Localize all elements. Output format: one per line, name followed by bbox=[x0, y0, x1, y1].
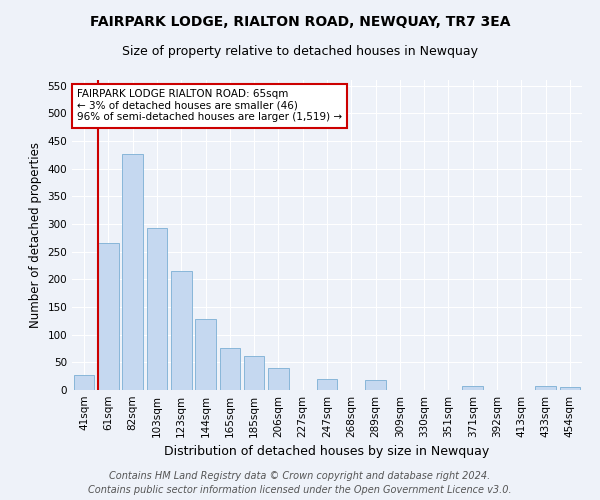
Text: FAIRPARK LODGE RIALTON ROAD: 65sqm
← 3% of detached houses are smaller (46)
96% : FAIRPARK LODGE RIALTON ROAD: 65sqm ← 3% … bbox=[77, 90, 342, 122]
X-axis label: Distribution of detached houses by size in Newquay: Distribution of detached houses by size … bbox=[164, 446, 490, 458]
Text: Contains HM Land Registry data © Crown copyright and database right 2024.
Contai: Contains HM Land Registry data © Crown c… bbox=[88, 471, 512, 495]
Bar bbox=[463, 386, 483, 390]
Bar bbox=[560, 387, 580, 390]
Bar bbox=[317, 379, 337, 390]
Bar bbox=[365, 380, 386, 390]
Text: Size of property relative to detached houses in Newquay: Size of property relative to detached ho… bbox=[122, 45, 478, 58]
Text: FAIRPARK LODGE, RIALTON ROAD, NEWQUAY, TR7 3EA: FAIRPARK LODGE, RIALTON ROAD, NEWQUAY, T… bbox=[90, 15, 510, 29]
Bar bbox=[74, 375, 94, 390]
Bar bbox=[268, 368, 289, 390]
Bar bbox=[171, 271, 191, 390]
Bar bbox=[146, 228, 167, 390]
Bar bbox=[535, 386, 556, 390]
Bar bbox=[220, 348, 240, 390]
Bar bbox=[195, 319, 216, 390]
Bar bbox=[98, 244, 119, 390]
Bar bbox=[122, 154, 143, 390]
Bar bbox=[244, 356, 265, 390]
Y-axis label: Number of detached properties: Number of detached properties bbox=[29, 142, 42, 328]
